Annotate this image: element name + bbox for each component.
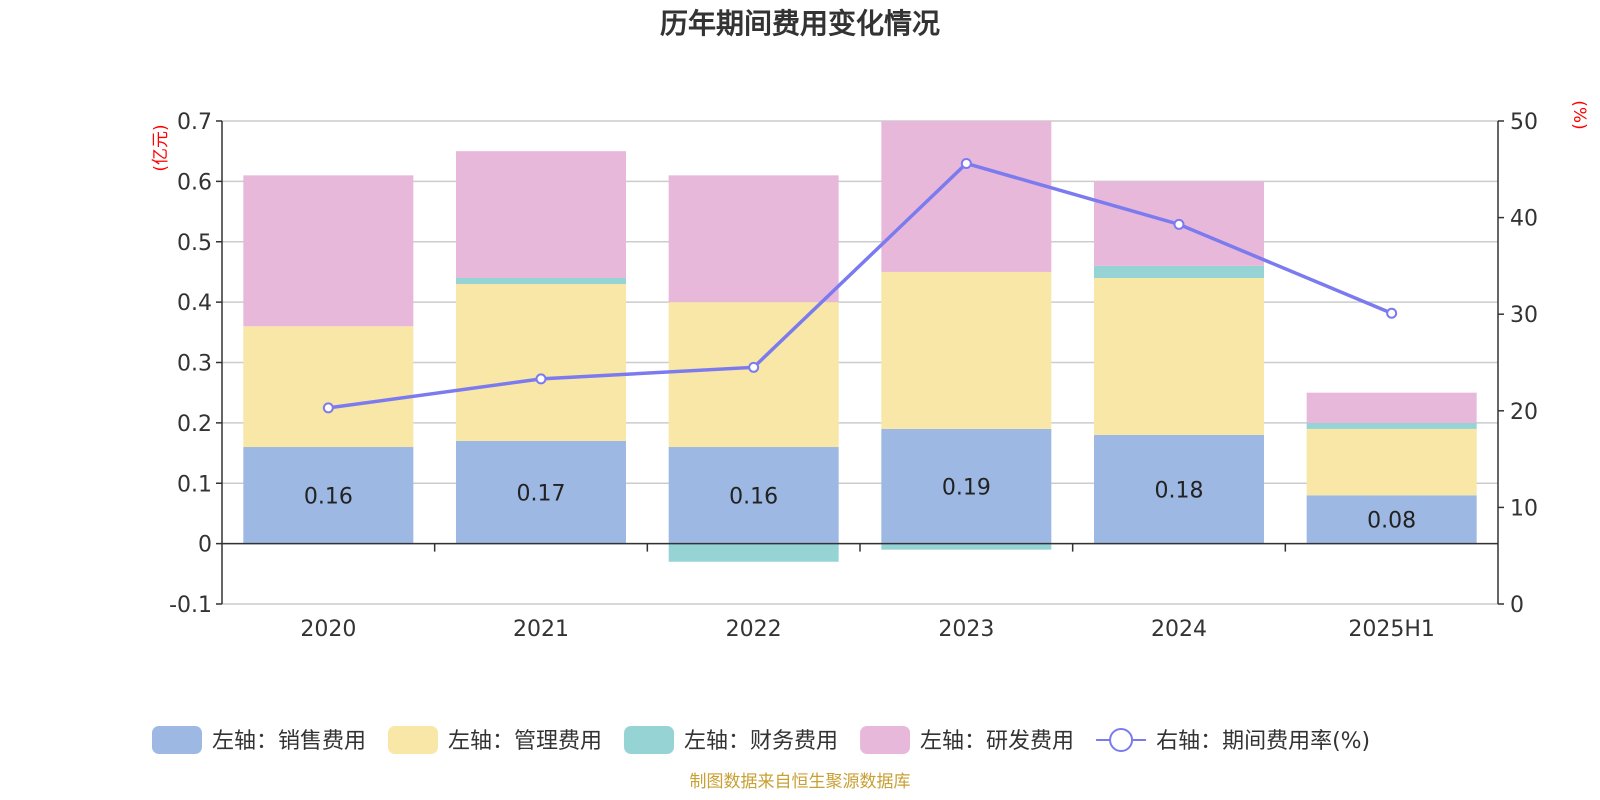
left-tick-label: 0.3 bbox=[177, 352, 212, 377]
right-tick-label: 20 bbox=[1510, 400, 1538, 425]
line-point bbox=[1173, 218, 1185, 230]
bar-segment bbox=[1094, 434, 1264, 544]
category-label: 2022 bbox=[726, 617, 782, 642]
line-path bbox=[328, 161, 1393, 410]
left-tick-label: -0.1 bbox=[169, 593, 212, 618]
bar-segment bbox=[1094, 265, 1264, 278]
right-tick-label: 30 bbox=[1510, 303, 1538, 328]
bar-segment bbox=[243, 175, 414, 327]
legend-swatch bbox=[388, 726, 439, 754]
bar-segment bbox=[668, 302, 839, 448]
bar-segment bbox=[668, 447, 839, 544]
left-tick-label: 0 bbox=[198, 533, 212, 558]
bar-value-label: 0.16 bbox=[304, 484, 353, 509]
bar-value-label: 0.08 bbox=[1367, 508, 1416, 533]
bar-segment bbox=[243, 326, 414, 448]
data-labels: 0.16 0.17 0.16 0.19 0.18 0.08 bbox=[304, 475, 1416, 533]
left-tick-label: 0.4 bbox=[177, 291, 212, 316]
bar-segment bbox=[456, 284, 626, 441]
category-label: 2024 bbox=[1151, 617, 1207, 642]
right-tick-label: 10 bbox=[1510, 496, 1538, 521]
bar-segment bbox=[881, 543, 1052, 550]
bar-segment bbox=[881, 121, 1052, 272]
left-axis-unit: (亿元) bbox=[151, 124, 171, 171]
bar-value-label: 0.18 bbox=[1155, 478, 1204, 503]
legend-swatch bbox=[152, 726, 202, 754]
legend-marker bbox=[1109, 728, 1134, 752]
chart-title: 历年期间费用变化情况 bbox=[660, 7, 940, 40]
legend-swatch bbox=[860, 726, 911, 754]
line-point bbox=[535, 373, 547, 385]
left-tick-label: 0.1 bbox=[177, 472, 212, 497]
legend-swatch bbox=[624, 726, 675, 754]
legend-label: 左轴：研发费用 bbox=[920, 729, 1074, 754]
category-label: 2025H1 bbox=[1348, 617, 1435, 642]
right-tick-label: 50 bbox=[1510, 110, 1538, 135]
legend-label: 右轴：期间费用率(%) bbox=[1156, 729, 1370, 754]
bar-segment bbox=[1306, 392, 1477, 423]
line-point bbox=[1386, 307, 1398, 319]
bar-segment bbox=[1094, 277, 1264, 435]
line-point bbox=[960, 158, 972, 170]
left-tick-label: 0.5 bbox=[177, 231, 212, 256]
category-label: 2020 bbox=[300, 617, 356, 642]
bar-segment bbox=[881, 428, 1052, 544]
bar-segment bbox=[456, 440, 626, 544]
bar-segment bbox=[1306, 428, 1477, 496]
bar-segment bbox=[668, 175, 839, 303]
legend-label: 左轴：销售费用 bbox=[212, 729, 366, 754]
left-tick-label: 0.6 bbox=[177, 170, 212, 195]
category-label: 2023 bbox=[938, 617, 994, 642]
bar-segment bbox=[668, 543, 839, 562]
line-point bbox=[748, 361, 760, 373]
line-point bbox=[322, 402, 334, 414]
bar-value-label: 0.16 bbox=[729, 484, 778, 509]
expense-rate-line bbox=[322, 158, 1398, 414]
category-label: 2021 bbox=[513, 617, 569, 642]
bar-segment bbox=[1306, 422, 1477, 429]
grid-lines bbox=[222, 120, 1498, 605]
source-note: 制图数据来自恒生聚源数据库 bbox=[690, 772, 911, 792]
left-tick-label: 0.2 bbox=[177, 412, 212, 437]
right-tick-label: 0 bbox=[1510, 593, 1524, 618]
right-tick-label: 40 bbox=[1510, 207, 1538, 232]
right-axis-unit: (%) bbox=[1569, 100, 1589, 129]
legend-label: 左轴：管理费用 bbox=[448, 729, 602, 754]
bar-value-label: 0.19 bbox=[942, 475, 991, 500]
bar-segment bbox=[1306, 495, 1477, 544]
legend-label: 左轴：财务费用 bbox=[684, 729, 838, 754]
bar-segment bbox=[881, 271, 1052, 429]
bar-segment bbox=[456, 277, 626, 285]
legend: 左轴：销售费用 左轴：管理费用 左轴：财务费用 左轴：研发费用 右轴：期间费用率(%) bbox=[152, 726, 1370, 754]
left-tick-label: 0.7 bbox=[177, 110, 212, 135]
bar-value-label: 0.17 bbox=[517, 481, 566, 506]
bars bbox=[243, 121, 1477, 562]
bar-segment bbox=[243, 447, 414, 544]
axes: -0.1 0 0.1 0.2 0.3 0.4 0.5 0.6 0.7 0 10 20 30 40 50 202… bbox=[169, 110, 1538, 642]
bar-segment bbox=[456, 151, 626, 278]
